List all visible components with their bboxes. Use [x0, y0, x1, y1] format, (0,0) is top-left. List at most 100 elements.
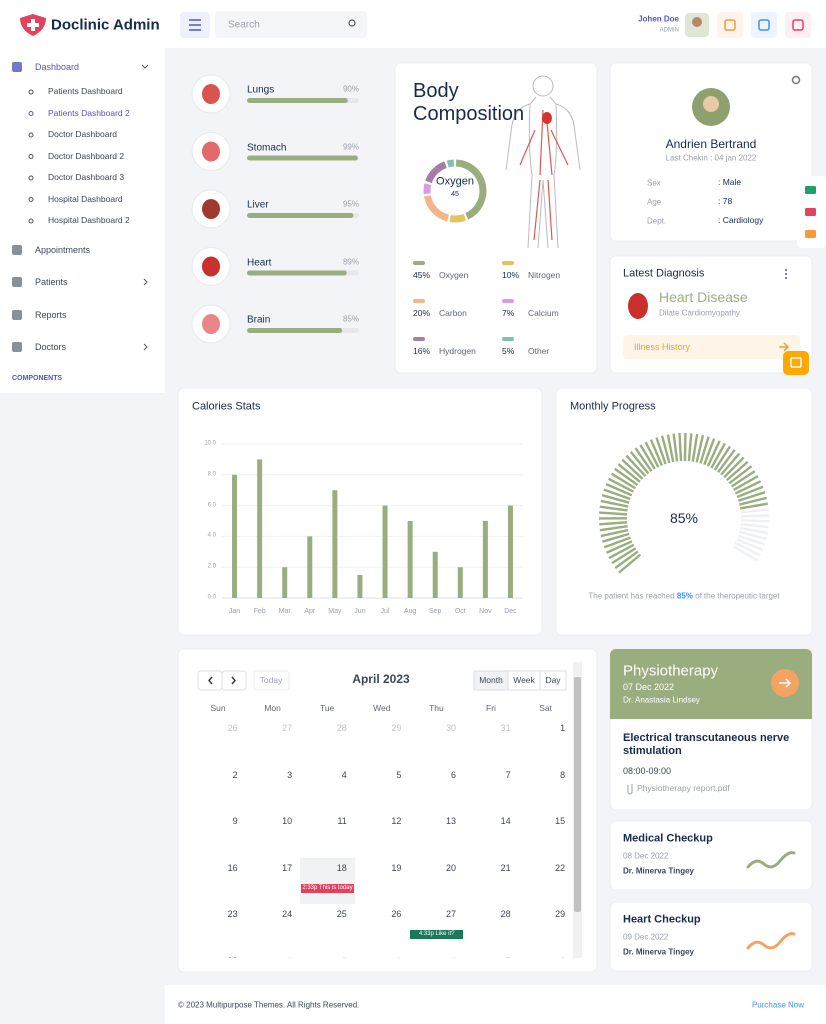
calendar-day[interactable]: 19 — [391, 862, 402, 873]
x-tick-label: Feb — [253, 607, 266, 615]
calendar-day[interactable]: 29 — [555, 908, 566, 919]
donut-segment — [455, 159, 487, 220]
calendar-day[interactable]: 18 — [336, 862, 347, 873]
footer — [165, 985, 826, 1024]
progress-fill — [247, 155, 358, 161]
gauge-tick — [740, 522, 769, 529]
gauge-tick — [717, 449, 736, 473]
calendar-event[interactable]: 4:33p Like it? — [410, 930, 463, 939]
progress-fill — [247, 328, 343, 333]
calendar-day[interactable]: 9 — [232, 815, 238, 826]
calendar-event[interactable]: 2:33p This is today — [301, 883, 354, 893]
calendar-day[interactable]: 16 — [227, 862, 238, 873]
calendar-day[interactable]: 10 — [282, 815, 293, 826]
today-button-label[interactable]: Today — [259, 675, 283, 686]
calendar-day[interactable]: 14 — [500, 815, 511, 826]
calendar-day[interactable]: 15 — [555, 815, 566, 826]
calendar-day[interactable]: 28 — [500, 908, 511, 919]
header-icon — [724, 19, 736, 31]
view-button — [539, 670, 567, 691]
calendar-day[interactable]: 22 — [555, 862, 566, 873]
calendar-day[interactable]: 7 — [505, 769, 511, 780]
submenu-item[interactable]: Hospital Dashboard 2 — [48, 215, 130, 226]
calendar-day[interactable]: 24 — [282, 908, 293, 919]
calendar-day[interactable]: 31 — [500, 722, 511, 733]
attachment[interactable]: Physiotherapy report.pdf — [637, 783, 730, 794]
calendar-day[interactable]: 6 — [450, 769, 456, 780]
calendar-day[interactable]: 28 — [336, 722, 347, 733]
gauge-tick — [740, 508, 769, 514]
more-dot — [785, 269, 787, 271]
calendar-day[interactable]: 26 — [391, 908, 402, 919]
menu-item[interactable]: Doctors — [35, 341, 67, 352]
legend-name: Hydrogen — [439, 346, 476, 357]
calendar-day[interactable]: 30 — [228, 955, 238, 958]
view-button-label[interactable]: Day — [545, 675, 561, 686]
y-tick-label: 10.0 — [204, 440, 216, 447]
today-button — [253, 670, 290, 691]
calendar-day[interactable]: 12 — [391, 815, 402, 826]
calendar-day[interactable]: 5 — [396, 769, 402, 780]
submenu-item[interactable]: Doctor Dashboard 3 — [48, 172, 125, 183]
gauge-tick — [737, 534, 766, 546]
view-button-label[interactable]: Month — [479, 675, 503, 686]
more-dot — [785, 277, 787, 279]
sidebar — [0, 0, 165, 393]
calendar-day[interactable]: 8 — [560, 769, 566, 780]
calendar-day[interactable]: 26 — [227, 722, 238, 733]
submenu-item[interactable]: Doctor Dashboard 2 — [48, 150, 125, 161]
gauge-tick — [634, 447, 653, 472]
calendar-day[interactable]: 6 — [560, 955, 565, 958]
side-tab-icon — [805, 230, 816, 238]
calendar-day[interactable]: 5 — [506, 955, 511, 958]
menu-item[interactable]: Appointments — [35, 244, 91, 255]
submenu-item[interactable]: Patients Dashboard — [48, 86, 123, 97]
gauge-tick — [739, 496, 767, 506]
calendar-day[interactable]: 27 — [445, 908, 456, 919]
menu-item[interactable]: Reports — [35, 309, 67, 320]
calendar-day[interactable]: 23 — [227, 908, 238, 919]
calendar-day[interactable]: 2 — [342, 955, 347, 958]
progress-fill — [247, 213, 354, 218]
calendar-day[interactable]: 17 — [282, 862, 293, 873]
menu-item[interactable]: Patients — [35, 276, 68, 287]
gauge-tick — [608, 543, 635, 560]
calendar-grid: 26 27 28 29 30 31 1 2 3 4 5 6 7 8 9 10 11 12 13 14 15 16 17 18 2… — [191, 718, 573, 958]
gauge-tick — [599, 524, 628, 532]
calendar-day[interactable]: 4 — [451, 955, 456, 958]
y-tick-label: 8.0 — [207, 471, 216, 478]
menu-item[interactable]: Dashboard — [35, 61, 80, 72]
calories-card — [177, 387, 543, 636]
weekday: Tue — [320, 703, 335, 714]
calendar-day[interactable]: 29 — [391, 722, 402, 733]
calendar-day[interactable]: 1 — [287, 955, 292, 958]
calendar-day[interactable]: 25 — [336, 908, 347, 919]
calendar-day[interactable]: 21 — [500, 862, 511, 873]
menu-icon — [12, 342, 22, 352]
calendar-day[interactable]: 3 — [396, 955, 401, 958]
calendar-day[interactable]: 11 — [337, 815, 347, 826]
calendar-day[interactable]: 30 — [445, 722, 456, 733]
gauge-tick — [625, 454, 647, 477]
calendar-day[interactable]: 3 — [287, 769, 293, 780]
floating-icon — [790, 357, 802, 368]
calendar-day[interactable]: 2 — [232, 769, 238, 780]
submenu-item[interactable]: Patients Dashboard 2 — [48, 107, 130, 118]
donut-segment — [449, 213, 466, 223]
calendar-day[interactable]: 1 — [560, 722, 566, 733]
button-label[interactable]: Illness History — [634, 341, 691, 352]
weekday: Sat — [539, 703, 552, 714]
view-button-label[interactable]: Week — [513, 675, 535, 686]
submenu-item[interactable]: Doctor Dashboard — [48, 129, 117, 140]
legend-name: Nitrogen — [528, 270, 561, 281]
calendar-day[interactable]: 20 — [445, 862, 456, 873]
organ-name: Stomach — [247, 141, 287, 153]
gauge-tick — [713, 445, 731, 471]
purchase-link[interactable]: Purchase Now — [751, 1000, 804, 1010]
note-text: 85% — [676, 591, 693, 601]
calendar-day[interactable]: 13 — [445, 815, 456, 826]
gauge-tick — [611, 547, 637, 565]
calendar-day[interactable]: 4 — [341, 769, 347, 780]
submenu-item[interactable]: Hospital Dashboard — [48, 193, 123, 204]
calendar-day[interactable]: 27 — [282, 722, 293, 733]
